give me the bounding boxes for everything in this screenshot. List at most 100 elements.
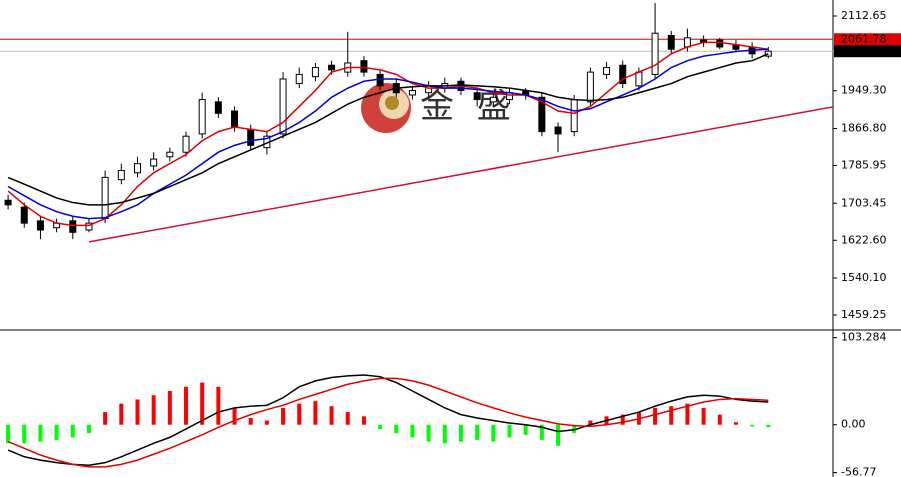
candle-body (538, 96, 546, 133)
histogram-bar (394, 424, 399, 434)
histogram-bar (297, 403, 302, 425)
histogram-bar (232, 407, 237, 425)
histogram-bar (491, 424, 496, 442)
histogram-bar (70, 424, 75, 438)
histogram-bar (556, 424, 561, 446)
candle-body (635, 71, 643, 87)
candle-body (554, 126, 562, 135)
histogram-bar (264, 420, 269, 425)
price-label: 2035.73 (841, 44, 887, 57)
histogram-bar (248, 417, 253, 425)
histogram-bar (539, 424, 544, 440)
y-tick-label: 1866.80 (841, 122, 887, 135)
candle-body (570, 99, 578, 133)
histogram-bar (733, 422, 738, 425)
candle-body (279, 78, 287, 135)
candle-body (247, 128, 255, 146)
histogram-bar (361, 416, 366, 425)
histogram-bar (685, 403, 690, 425)
histogram-bar (588, 420, 593, 425)
y-tick-label: 103.284 (841, 331, 887, 344)
candle-body (619, 64, 627, 85)
histogram-bar (766, 424, 771, 428)
histogram-bar (329, 406, 334, 425)
y-tick-label: 1949.30 (841, 84, 887, 97)
histogram-bar (345, 412, 350, 425)
histogram-bar (135, 399, 140, 425)
histogram-bar (442, 424, 447, 444)
histogram-bar (281, 407, 286, 425)
histogram-bar (38, 424, 43, 442)
candle-body (408, 89, 416, 96)
y-tick-label: 1540.10 (841, 271, 887, 284)
candle-body (198, 99, 206, 135)
histogram-bar (426, 424, 431, 442)
candle-body (150, 158, 158, 167)
candle-body (231, 110, 239, 128)
candle-body (182, 135, 190, 153)
histogram-bar (167, 391, 172, 425)
histogram-bar (151, 395, 156, 425)
histogram-bar (701, 407, 706, 425)
histogram-bar (54, 424, 59, 440)
candle-body (117, 170, 125, 181)
candle-body (36, 220, 44, 231)
candle-body (586, 71, 594, 103)
histogram-bar (6, 424, 11, 444)
candle-body (214, 101, 222, 114)
histogram-bar (669, 406, 674, 425)
histogram-bar (750, 424, 755, 427)
candle-body (716, 39, 724, 48)
histogram-bar (717, 414, 722, 425)
trendline (88, 106, 834, 243)
candle-body (764, 50, 772, 57)
histogram-bar (103, 412, 108, 425)
candle-body (69, 220, 77, 233)
candle-body (360, 60, 368, 73)
histogram-bar (22, 424, 27, 444)
price-label: 2061.78 (841, 32, 887, 45)
histogram-bar (475, 424, 480, 440)
candle-body (376, 73, 384, 87)
histogram-bar (86, 424, 91, 434)
histogram-bar (216, 386, 221, 425)
histogram-bar (572, 424, 577, 434)
candle-body (295, 73, 303, 85)
histogram-bar (184, 386, 189, 425)
indicator-line (7, 41, 769, 227)
histogram-bar (523, 424, 528, 435)
histogram-bar (378, 424, 383, 429)
y-tick-label: 1459.25 (841, 308, 887, 321)
candle-body (603, 67, 611, 75)
watermark-logo (361, 83, 411, 133)
y-tick-label: 1785.95 (841, 159, 887, 172)
price-label-box (834, 45, 901, 58)
histogram-bar (410, 424, 415, 438)
indicator-line (7, 48, 769, 220)
indicator-line (7, 377, 769, 468)
y-tick-label: 2112.65 (841, 9, 887, 22)
candle-body (667, 35, 675, 50)
candle-body (20, 206, 28, 224)
indicator-line (7, 374, 769, 466)
histogram-bar (653, 407, 658, 425)
y-tick-label: -56.77 (841, 466, 876, 477)
histogram-bar (119, 403, 124, 425)
indicator-line (7, 53, 769, 206)
candle-body (311, 67, 319, 78)
candle-body (651, 32, 659, 75)
histogram-bar (507, 424, 512, 438)
candle-body (133, 163, 141, 174)
histogram-bar (458, 424, 463, 442)
y-tick-label: 1622.60 (841, 233, 887, 246)
histogram-bar (200, 382, 205, 425)
candle-body (166, 151, 174, 158)
candle-body (85, 222, 93, 231)
histogram-bar (620, 414, 625, 425)
y-tick-label: 0.00 (841, 418, 866, 431)
candle-body (101, 176, 109, 220)
price-label-box (834, 33, 901, 46)
candle-body (489, 96, 497, 103)
